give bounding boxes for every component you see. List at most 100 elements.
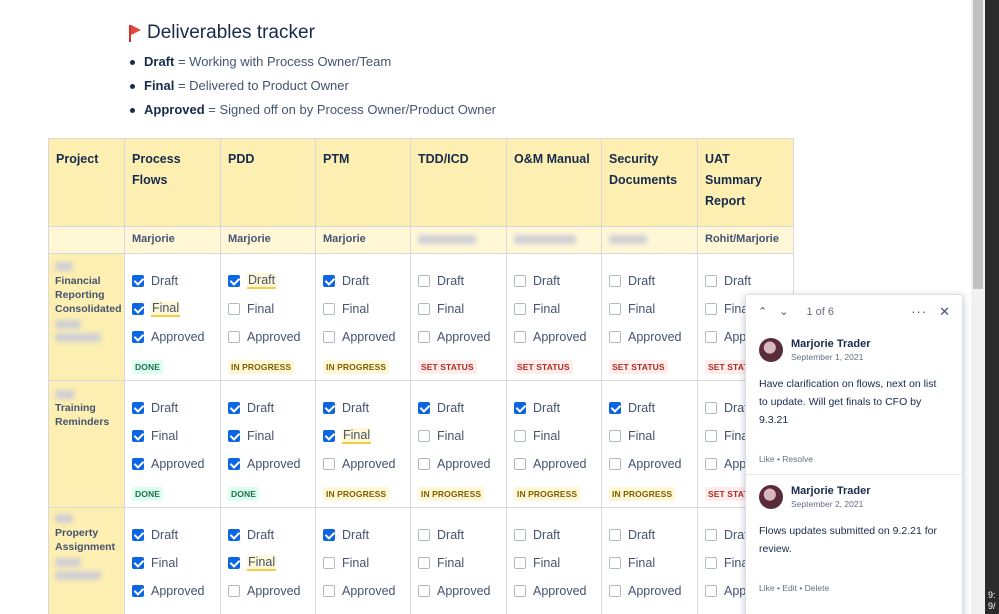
checkbox-item-final[interactable]: Final	[228, 549, 308, 577]
checkbox-unchecked-icon[interactable]	[705, 275, 717, 287]
checkbox-item-approved[interactable]: Approved	[323, 577, 403, 605]
status-lozenge[interactable]: DONE	[228, 487, 259, 501]
checkbox-item-final[interactable]: Final	[228, 295, 308, 323]
checkbox-item-approved[interactable]: Approved	[132, 577, 213, 605]
checkbox-unchecked-icon[interactable]	[228, 585, 240, 597]
checkbox-unchecked-icon[interactable]	[609, 331, 621, 343]
checkbox-unchecked-icon[interactable]	[609, 275, 621, 287]
checkbox-item-final[interactable]: Final	[609, 295, 690, 323]
checkbox-item-draft[interactable]: Draft	[609, 267, 690, 295]
checkbox-item-draft[interactable]: Draft	[418, 394, 499, 422]
checkbox-item-approved[interactable]: Approved	[609, 577, 690, 605]
checkbox-unchecked-icon[interactable]	[323, 303, 335, 315]
checkbox-item-draft[interactable]: Draft	[705, 394, 786, 422]
checkbox-unchecked-icon[interactable]	[609, 458, 621, 470]
status-lozenge[interactable]: SET STATUS	[609, 360, 668, 374]
status-lozenge[interactable]: SET STATUS	[418, 360, 477, 374]
chevron-up-icon[interactable]: ⌃	[758, 306, 768, 318]
checkbox-item-draft[interactable]: Draft	[228, 267, 308, 295]
status-lozenge[interactable]: DONE	[132, 487, 163, 501]
checkbox-checked-icon[interactable]	[132, 585, 144, 597]
checkbox-item-approved[interactable]: Approved	[609, 323, 690, 351]
checkbox-item-draft[interactable]: Draft	[514, 267, 594, 295]
checkbox-item-final[interactable]: Final	[323, 295, 403, 323]
checkbox-item-final[interactable]: Final	[418, 549, 499, 577]
checkbox-unchecked-icon[interactable]	[323, 585, 335, 597]
checkbox-unchecked-icon[interactable]	[418, 585, 430, 597]
checkbox-unchecked-icon[interactable]	[323, 458, 335, 470]
checkbox-checked-icon[interactable]	[609, 402, 621, 414]
checkbox-item-draft[interactable]: Draft	[418, 521, 499, 549]
checkbox-checked-icon[interactable]	[323, 430, 335, 442]
checkbox-checked-icon[interactable]	[132, 430, 144, 442]
checkbox-unchecked-icon[interactable]	[514, 529, 526, 541]
status-lozenge[interactable]: SET STATUS	[514, 360, 573, 374]
checkbox-unchecked-icon[interactable]	[514, 458, 526, 470]
checkbox-item-draft[interactable]: Draft	[609, 521, 690, 549]
checkbox-item-approved[interactable]: Approved	[514, 323, 594, 351]
checkbox-item-final[interactable]: Final	[514, 549, 594, 577]
checkbox-unchecked-icon[interactable]	[323, 557, 335, 569]
checkbox-item-approved[interactable]: Approved	[514, 450, 594, 478]
checkbox-item-final[interactable]: Final	[228, 422, 308, 450]
checkbox-unchecked-icon[interactable]	[418, 458, 430, 470]
checkbox-item-approved[interactable]: Approved	[609, 450, 690, 478]
checkbox-checked-icon[interactable]	[323, 275, 335, 287]
checkbox-item-draft[interactable]: Draft	[228, 521, 308, 549]
checkbox-item-approved[interactable]: Approved	[228, 450, 308, 478]
checkbox-item-final[interactable]: Final	[514, 295, 594, 323]
checkbox-checked-icon[interactable]	[132, 458, 144, 470]
checkbox-unchecked-icon[interactable]	[514, 303, 526, 315]
comment-action-like[interactable]: Like	[759, 583, 775, 593]
checkbox-checked-icon[interactable]	[323, 402, 335, 414]
checkbox-unchecked-icon[interactable]	[609, 529, 621, 541]
checkbox-item-draft[interactable]: Draft	[228, 394, 308, 422]
checkbox-unchecked-icon[interactable]	[323, 331, 335, 343]
checkbox-item-draft[interactable]: Draft	[323, 394, 403, 422]
comment-action-delete[interactable]: Delete	[804, 583, 830, 593]
checkbox-item-draft[interactable]: Draft	[609, 394, 690, 422]
checkbox-item-final[interactable]: Final	[418, 422, 499, 450]
checkbox-unchecked-icon[interactable]	[609, 303, 621, 315]
checkbox-checked-icon[interactable]	[132, 275, 144, 287]
checkbox-checked-icon[interactable]	[132, 303, 144, 315]
checkbox-item-draft[interactable]: Draft	[514, 394, 594, 422]
checkbox-checked-icon[interactable]	[514, 402, 526, 414]
checkbox-item-final[interactable]: Final	[418, 295, 499, 323]
checkbox-unchecked-icon[interactable]	[609, 585, 621, 597]
checkbox-unchecked-icon[interactable]	[418, 529, 430, 541]
status-lozenge[interactable]: DONE	[132, 360, 163, 374]
checkbox-checked-icon[interactable]	[228, 402, 240, 414]
checkbox-item-final[interactable]: Final	[514, 422, 594, 450]
checkbox-checked-icon[interactable]	[323, 529, 335, 541]
checkbox-item-approved[interactable]: Approved	[323, 450, 403, 478]
checkbox-item-draft[interactable]: Draft	[323, 267, 403, 295]
checkbox-item-final[interactable]: Final	[132, 422, 213, 450]
comment-author[interactable]: Marjorie Trader	[791, 338, 871, 350]
scrollbar-thumb[interactable]	[973, 0, 983, 289]
avatar[interactable]	[759, 485, 783, 509]
checkbox-item-draft[interactable]: Draft	[132, 521, 213, 549]
avatar[interactable]	[759, 338, 783, 362]
checkbox-checked-icon[interactable]	[418, 402, 430, 414]
checkbox-item-final[interactable]: Final	[705, 549, 786, 577]
checkbox-unchecked-icon[interactable]	[418, 557, 430, 569]
status-lozenge[interactable]: IN PROGRESS	[228, 360, 295, 374]
more-options-icon[interactable]: ···	[911, 304, 928, 319]
checkbox-item-draft[interactable]: Draft	[418, 267, 499, 295]
checkbox-checked-icon[interactable]	[228, 458, 240, 470]
checkbox-item-draft[interactable]: Draft	[132, 267, 213, 295]
checkbox-unchecked-icon[interactable]	[705, 557, 717, 569]
checkbox-item-approved[interactable]: Approved	[418, 577, 499, 605]
checkbox-unchecked-icon[interactable]	[418, 275, 430, 287]
checkbox-unchecked-icon[interactable]	[705, 430, 717, 442]
checkbox-item-approved[interactable]: Approved	[418, 323, 499, 351]
checkbox-unchecked-icon[interactable]	[705, 331, 717, 343]
checkbox-item-draft[interactable]: Draft	[514, 521, 594, 549]
checkbox-unchecked-icon[interactable]	[514, 331, 526, 343]
checkbox-unchecked-icon[interactable]	[418, 430, 430, 442]
checkbox-item-final[interactable]: Final	[609, 422, 690, 450]
checkbox-checked-icon[interactable]	[132, 402, 144, 414]
checkbox-item-draft[interactable]: Draft	[705, 521, 786, 549]
comment-action-resolve[interactable]: Resolve	[782, 454, 814, 464]
